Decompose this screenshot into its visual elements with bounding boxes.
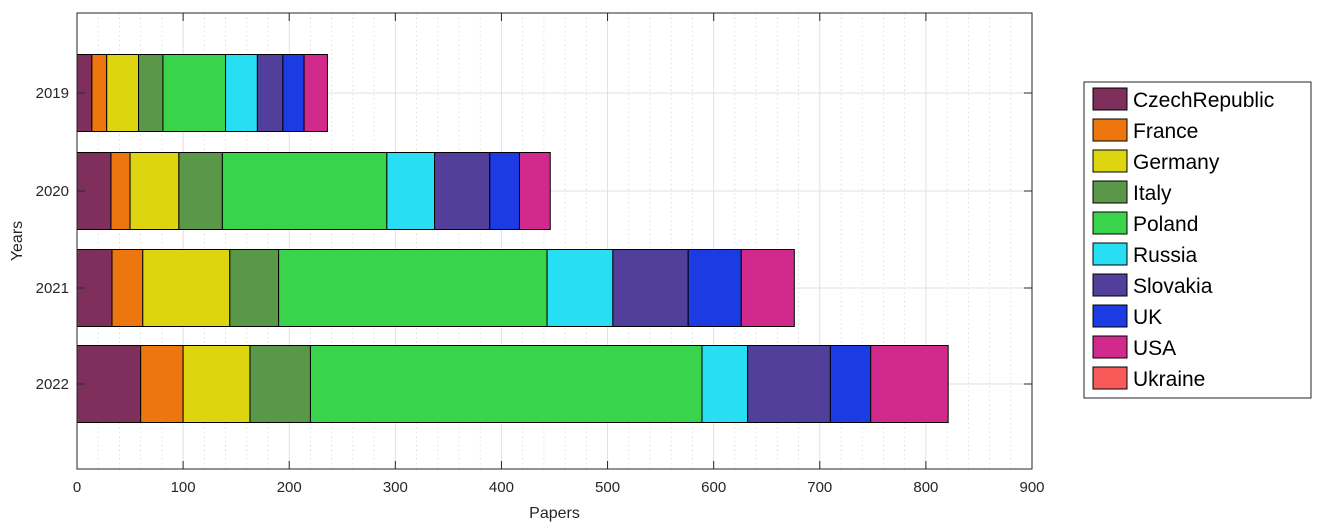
y-axis-title: Years (9, 221, 26, 261)
legend-swatch-slovakia (1092, 273, 1128, 297)
legend-label-russia: Russia (1133, 244, 1198, 267)
bar-2021-usa (740, 249, 795, 327)
bars (76, 54, 949, 423)
y-tick-label: 2021 (36, 280, 69, 297)
bar-2022-uk (829, 345, 872, 423)
legend-swatch-poland (1092, 211, 1128, 235)
axes-box (76, 12, 1033, 470)
bar-2021-germany (142, 249, 231, 327)
x-tick-label: 300 (383, 479, 408, 496)
legend-label-slovakia: Slovakia (1133, 275, 1213, 298)
legend-label-poland: Poland (1133, 213, 1198, 236)
bar-2019-italy (138, 54, 164, 132)
legend-swatch-russia (1092, 242, 1128, 266)
bar-2020-germany (129, 152, 180, 230)
bar-2022-czechrepublic (76, 345, 142, 423)
x-tick-label: 700 (807, 479, 832, 496)
legend-label-germany: Germany (1133, 151, 1220, 174)
bar-2021-uk (687, 249, 742, 327)
legend-swatch-uk (1092, 304, 1128, 328)
bar-2019-russia (225, 54, 258, 132)
x-tick-label: 600 (701, 479, 726, 496)
legend-label-uk: UK (1133, 306, 1162, 329)
x-tick-label: 200 (277, 479, 302, 496)
x-tick-label: 400 (489, 479, 514, 496)
bar-2019-usa (303, 54, 328, 132)
bar-2022-germany (182, 345, 251, 423)
bar-2020-slovakia (434, 152, 491, 230)
y-tick-label: 2019 (36, 85, 69, 102)
bar-2020-poland (221, 152, 388, 230)
y-tick-label: 2022 (36, 376, 69, 393)
y-tick-label: 2020 (36, 183, 69, 200)
bar-2019-france (91, 54, 108, 132)
x-tick-label: 900 (1019, 479, 1044, 496)
legend-swatch-germany (1092, 149, 1128, 173)
legend-swatch-czechrepublic (1092, 87, 1128, 111)
axes: 0 100 200 300 400 500 600 700 800 900 2019 2020 2021… (36, 12, 1045, 496)
legend-label-ukraine: Ukraine (1133, 368, 1205, 391)
bar-2021-slovakia (612, 249, 689, 327)
legend-label-usa: USA (1133, 337, 1176, 360)
bar-2021-italy (229, 249, 280, 327)
bar-2019-poland (162, 54, 227, 132)
bar-2019-slovakia (256, 54, 284, 132)
legend-swatch-ukraine (1092, 366, 1128, 390)
legend-swatch-france (1092, 118, 1128, 142)
bar-2022-slovakia (747, 345, 831, 423)
legend-swatch-usa (1092, 335, 1128, 359)
legend-label-france: France (1133, 120, 1198, 143)
x-tick-label: 800 (913, 479, 938, 496)
bar-2022-russia (701, 345, 749, 423)
x-axis-title: Papers (529, 505, 580, 522)
bar-2020-russia (386, 152, 436, 230)
x-tick-label: 100 (171, 479, 196, 496)
bar-2021-poland (278, 249, 548, 327)
bar-2020-italy (178, 152, 223, 230)
bar-2019-germany (106, 54, 140, 132)
bar-2019-uk (282, 54, 305, 132)
legend: CzechRepublic France Germany Italy Poland Rus… (1083, 81, 1312, 399)
bar-2021-russia (546, 249, 614, 327)
bar-2020-uk (489, 152, 520, 230)
bar-2022-poland (309, 345, 703, 423)
legend-label-czechrepublic: CzechRepublic (1133, 89, 1274, 112)
bar-2020-usa (518, 152, 551, 230)
x-tick-label: 0 (73, 479, 81, 496)
bar-2022-usa (870, 345, 949, 423)
bar-2021-france (111, 249, 144, 327)
x-tick-label: 500 (595, 479, 620, 496)
bar-2022-italy (249, 345, 311, 423)
legend-label-italy: Italy (1133, 182, 1172, 205)
legend-swatch-italy (1092, 180, 1128, 204)
bar-2020-france (110, 152, 131, 230)
bar-2022-france (140, 345, 184, 423)
